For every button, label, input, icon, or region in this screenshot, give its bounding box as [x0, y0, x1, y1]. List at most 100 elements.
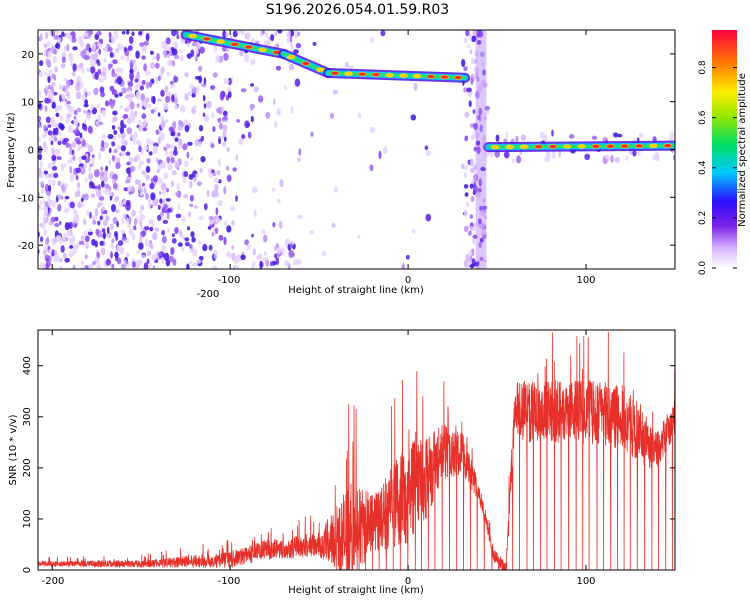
noise-speck: [103, 188, 108, 194]
noise-speck: [119, 104, 123, 110]
noise-speck: [135, 259, 142, 267]
noise-speck: [405, 254, 410, 260]
noise-speck: [43, 250, 47, 256]
colorbar-label: Normalized spectral amplitude: [737, 73, 748, 227]
noise-speck: [38, 206, 42, 211]
noise-speck: [288, 30, 291, 37]
noise-speck: [214, 183, 219, 192]
noise-speck: [134, 218, 137, 227]
noise-speck: [198, 125, 204, 132]
noise-speck: [465, 30, 470, 37]
noise-speck: [175, 30, 179, 35]
noise-speck: [175, 191, 181, 197]
noise-speck: [209, 218, 214, 225]
noise-speck: [61, 31, 65, 37]
colorbar: 0.0 0.2 0.4 0.6 0.8 Normalized spectral ampl…: [698, 30, 748, 275]
noise-speck: [64, 222, 70, 231]
noise-speck: [240, 88, 247, 93]
noise-speck: [114, 251, 119, 259]
noise-speck: [223, 136, 227, 142]
ridge-hotspot: [426, 74, 436, 79]
noise-speck: [129, 228, 134, 236]
noise-speck: [111, 204, 116, 212]
noise-speck: [53, 74, 57, 81]
noise-speck: [93, 185, 99, 190]
noise-speck: [97, 68, 102, 75]
noise-speck: [476, 266, 481, 269]
noise-speck: [176, 34, 180, 40]
snr-frame: [37, 329, 676, 571]
noise-speck: [45, 116, 51, 124]
noise-speck: [157, 214, 162, 221]
noise-speck: [173, 76, 179, 83]
noise-speck: [192, 248, 198, 257]
noise-speck: [115, 48, 120, 53]
noise-speck: [38, 104, 42, 108]
noise-speck: [119, 126, 125, 135]
noise-speck: [263, 234, 268, 243]
noise-speck: [166, 187, 169, 193]
noise-speck: [127, 45, 133, 51]
noise-speck: [86, 210, 90, 217]
noise-speck: [119, 92, 123, 97]
noise-speck: [106, 231, 112, 239]
noise-speck: [145, 33, 150, 42]
noise-speck: [196, 181, 202, 187]
noise-speck: [69, 245, 74, 249]
noise-speck: [479, 237, 484, 243]
noise-speck: [59, 265, 63, 269]
noise-speck: [164, 119, 169, 124]
noise-speck: [293, 49, 299, 54]
noise-speck: [289, 243, 293, 248]
noise-speck: [44, 105, 48, 112]
noise-speck: [111, 73, 118, 78]
noise-speck: [184, 93, 189, 101]
noise-speck: [310, 131, 314, 137]
ridge-hotspot: [491, 144, 500, 150]
noise-speck: [38, 153, 43, 161]
noise-speck: [592, 135, 597, 140]
noise-speck: [141, 55, 146, 60]
noise-speck: [277, 30, 283, 34]
noise-speck: [141, 254, 146, 259]
noise-speck: [289, 41, 294, 48]
noise-speck: [463, 66, 468, 72]
noise-speck: [252, 186, 258, 194]
noise-speck: [98, 77, 104, 83]
noise-speck: [218, 234, 224, 241]
noise-speck: [79, 132, 83, 138]
noise-speck: [171, 94, 175, 103]
noise-speck: [250, 58, 256, 66]
noise-speck: [76, 189, 81, 198]
noise-speck: [40, 236, 44, 243]
noise-speck: [107, 133, 114, 140]
noise-speck: [184, 72, 189, 78]
noise-speck: [125, 179, 131, 184]
noise-speck: [473, 122, 478, 131]
noise-speck: [277, 198, 281, 204]
noise-speck: [131, 209, 136, 217]
noise-speck: [166, 60, 173, 67]
noise-speck: [38, 115, 42, 122]
noise-speck: [195, 173, 200, 178]
noise-speck: [111, 154, 115, 162]
noise-speck: [73, 216, 79, 224]
noise-speck: [48, 184, 52, 192]
noise-speck: [171, 238, 177, 244]
noise-speck: [171, 170, 177, 176]
noise-speck: [57, 148, 61, 154]
noise-speck: [51, 101, 56, 109]
noise-speck: [257, 95, 264, 103]
noise-speck: [471, 134, 475, 140]
ridge-hotspot: [440, 74, 449, 80]
noise-speck: [114, 231, 118, 237]
noise-speck: [231, 244, 235, 250]
noise-speck: [312, 41, 317, 46]
noise-speck: [199, 168, 203, 174]
noise-speck: [128, 173, 132, 178]
noise-speck: [463, 209, 468, 217]
noise-speck: [213, 190, 219, 198]
noise-speck: [520, 134, 527, 141]
noise-speck: [544, 156, 550, 163]
noise-speck: [143, 100, 149, 108]
